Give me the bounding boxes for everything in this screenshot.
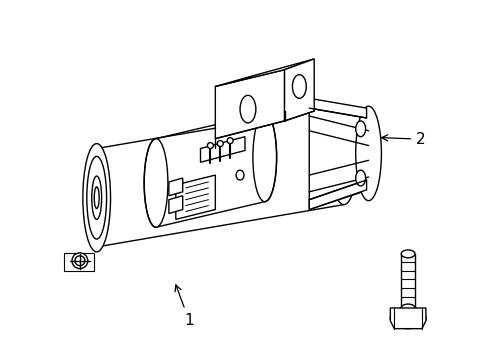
Polygon shape bbox=[215, 70, 284, 139]
Polygon shape bbox=[284, 59, 314, 121]
Ellipse shape bbox=[236, 170, 244, 180]
Polygon shape bbox=[308, 180, 366, 210]
Polygon shape bbox=[168, 196, 183, 213]
Ellipse shape bbox=[227, 138, 233, 144]
Ellipse shape bbox=[400, 304, 414, 312]
Ellipse shape bbox=[92, 176, 102, 219]
Ellipse shape bbox=[75, 256, 84, 266]
Ellipse shape bbox=[355, 106, 381, 201]
Ellipse shape bbox=[217, 141, 223, 147]
Polygon shape bbox=[308, 98, 366, 118]
Ellipse shape bbox=[329, 106, 357, 204]
Ellipse shape bbox=[87, 156, 106, 239]
Ellipse shape bbox=[292, 75, 305, 98]
Ellipse shape bbox=[400, 250, 414, 258]
Polygon shape bbox=[64, 253, 94, 271]
Ellipse shape bbox=[82, 144, 110, 252]
Polygon shape bbox=[308, 98, 368, 210]
Text: 1: 1 bbox=[175, 285, 193, 328]
Ellipse shape bbox=[252, 113, 276, 202]
Ellipse shape bbox=[72, 253, 88, 269]
Polygon shape bbox=[389, 308, 425, 329]
Ellipse shape bbox=[389, 307, 425, 329]
Ellipse shape bbox=[240, 95, 255, 123]
Ellipse shape bbox=[355, 121, 365, 137]
Polygon shape bbox=[200, 137, 244, 162]
Polygon shape bbox=[175, 175, 215, 219]
Polygon shape bbox=[215, 59, 314, 86]
Ellipse shape bbox=[355, 170, 365, 186]
Ellipse shape bbox=[94, 187, 99, 208]
Ellipse shape bbox=[207, 143, 213, 148]
Polygon shape bbox=[168, 178, 183, 196]
Ellipse shape bbox=[144, 139, 167, 227]
Text: 2: 2 bbox=[381, 132, 425, 147]
